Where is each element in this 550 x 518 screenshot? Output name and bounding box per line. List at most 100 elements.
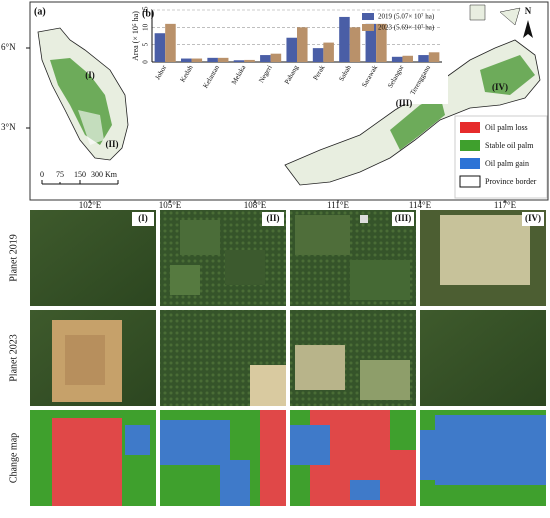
image-region (420, 430, 450, 480)
bar (270, 53, 282, 62)
oil-palm-area (480, 55, 535, 95)
region-label: (IV) (492, 82, 508, 92)
bar (191, 58, 203, 62)
y-tick-label: 15 (142, 6, 150, 14)
lon-label: 105°E (159, 200, 182, 210)
bar (233, 60, 245, 62)
image-region (260, 410, 286, 506)
lon-label: 114°E (409, 200, 432, 210)
image-region (360, 360, 410, 400)
bar (297, 27, 308, 62)
image-region (440, 215, 530, 285)
region-label: (III) (396, 98, 413, 108)
island (469, 4, 521, 26)
column-label-box (522, 212, 544, 226)
y-tick-label: 5 (142, 42, 150, 46)
image-region (360, 215, 368, 223)
image-region (30, 410, 40, 506)
image-region (295, 345, 345, 390)
lon-label: 102°E (79, 200, 102, 210)
legend-label: Stable oil palm (485, 141, 534, 150)
scale-label: 300 Km (91, 170, 118, 179)
legend-label: Oil palm loss (485, 123, 528, 132)
bar (312, 48, 324, 62)
image-region (295, 215, 350, 255)
bar (349, 27, 361, 62)
legend-swatch (362, 13, 374, 20)
image-region (65, 335, 105, 385)
column-label-box (392, 212, 414, 226)
bar (418, 55, 429, 62)
image-region (125, 425, 150, 455)
row-label: Planet 2019 (8, 234, 19, 282)
image-region (225, 250, 265, 285)
bar (402, 55, 413, 62)
legend-swatch (460, 140, 480, 151)
image-region (220, 460, 250, 506)
image-region (350, 480, 380, 500)
bar (154, 33, 166, 62)
legend-swatch (459, 175, 481, 188)
panel-label: (a) (34, 6, 46, 17)
column-label: (IV) (525, 213, 541, 223)
image-region (170, 265, 200, 295)
legend-label: Oil palm gain (485, 159, 529, 168)
legend-label: 2023 (5.69× 10⁷ ha) (378, 24, 435, 32)
legend-swatch (362, 24, 374, 31)
bar (323, 42, 334, 62)
column-label-box (262, 212, 284, 226)
scale-label: 150 (74, 170, 86, 179)
column-label: (III) (395, 213, 412, 223)
column-label: (II) (267, 213, 280, 223)
legend-label: 2019 (5.07× 10⁷ ha) (378, 13, 435, 21)
column-label: (I) (138, 213, 148, 223)
region-label: (I) (85, 70, 95, 80)
y-tick-label: 10 (142, 23, 150, 31)
lon-label: 108°E (244, 200, 267, 210)
y-tick-label: 0 (142, 60, 150, 64)
column-label-box (132, 212, 154, 226)
bar (339, 16, 350, 62)
image-region (180, 220, 220, 255)
image-region (420, 310, 546, 406)
speckle (78, 110, 104, 145)
lat-label: 3°N (1, 122, 16, 132)
north-label: N (525, 6, 532, 16)
bar (165, 23, 176, 62)
chart-label: (b) (142, 8, 154, 19)
image-panels (30, 210, 546, 506)
image-region (160, 420, 230, 465)
image-region (250, 365, 286, 406)
scale-label: 0 (40, 170, 44, 179)
legend-swatch (460, 158, 480, 169)
north-arrow (523, 20, 533, 38)
row-label: Planet 2023 (8, 334, 19, 382)
oil-palm-area (390, 95, 445, 150)
bar (217, 57, 229, 62)
bar (207, 57, 218, 62)
bar (244, 59, 255, 62)
lon-label: 117°E (494, 200, 517, 210)
image-region (350, 260, 410, 300)
lat-label: 6°N (1, 42, 16, 52)
bar (286, 37, 297, 62)
image-region (435, 415, 546, 485)
legend-swatch (460, 122, 480, 133)
legend-label: Province border (485, 177, 537, 186)
bar (428, 52, 440, 62)
bar (181, 58, 192, 62)
region-label: (II) (106, 139, 119, 149)
bar (391, 56, 403, 62)
bar (376, 23, 387, 62)
image-region (390, 410, 416, 450)
lon-label: 111°E (327, 200, 349, 210)
y-axis-label: Area (× 10⁵ ha) (131, 11, 140, 61)
row-label: Change map (8, 433, 19, 483)
scale-label: 75 (56, 170, 64, 179)
bar (260, 55, 271, 62)
image-region (290, 425, 330, 465)
scale-bar (41, 180, 119, 185)
image-region (52, 418, 122, 506)
bar (365, 23, 377, 62)
